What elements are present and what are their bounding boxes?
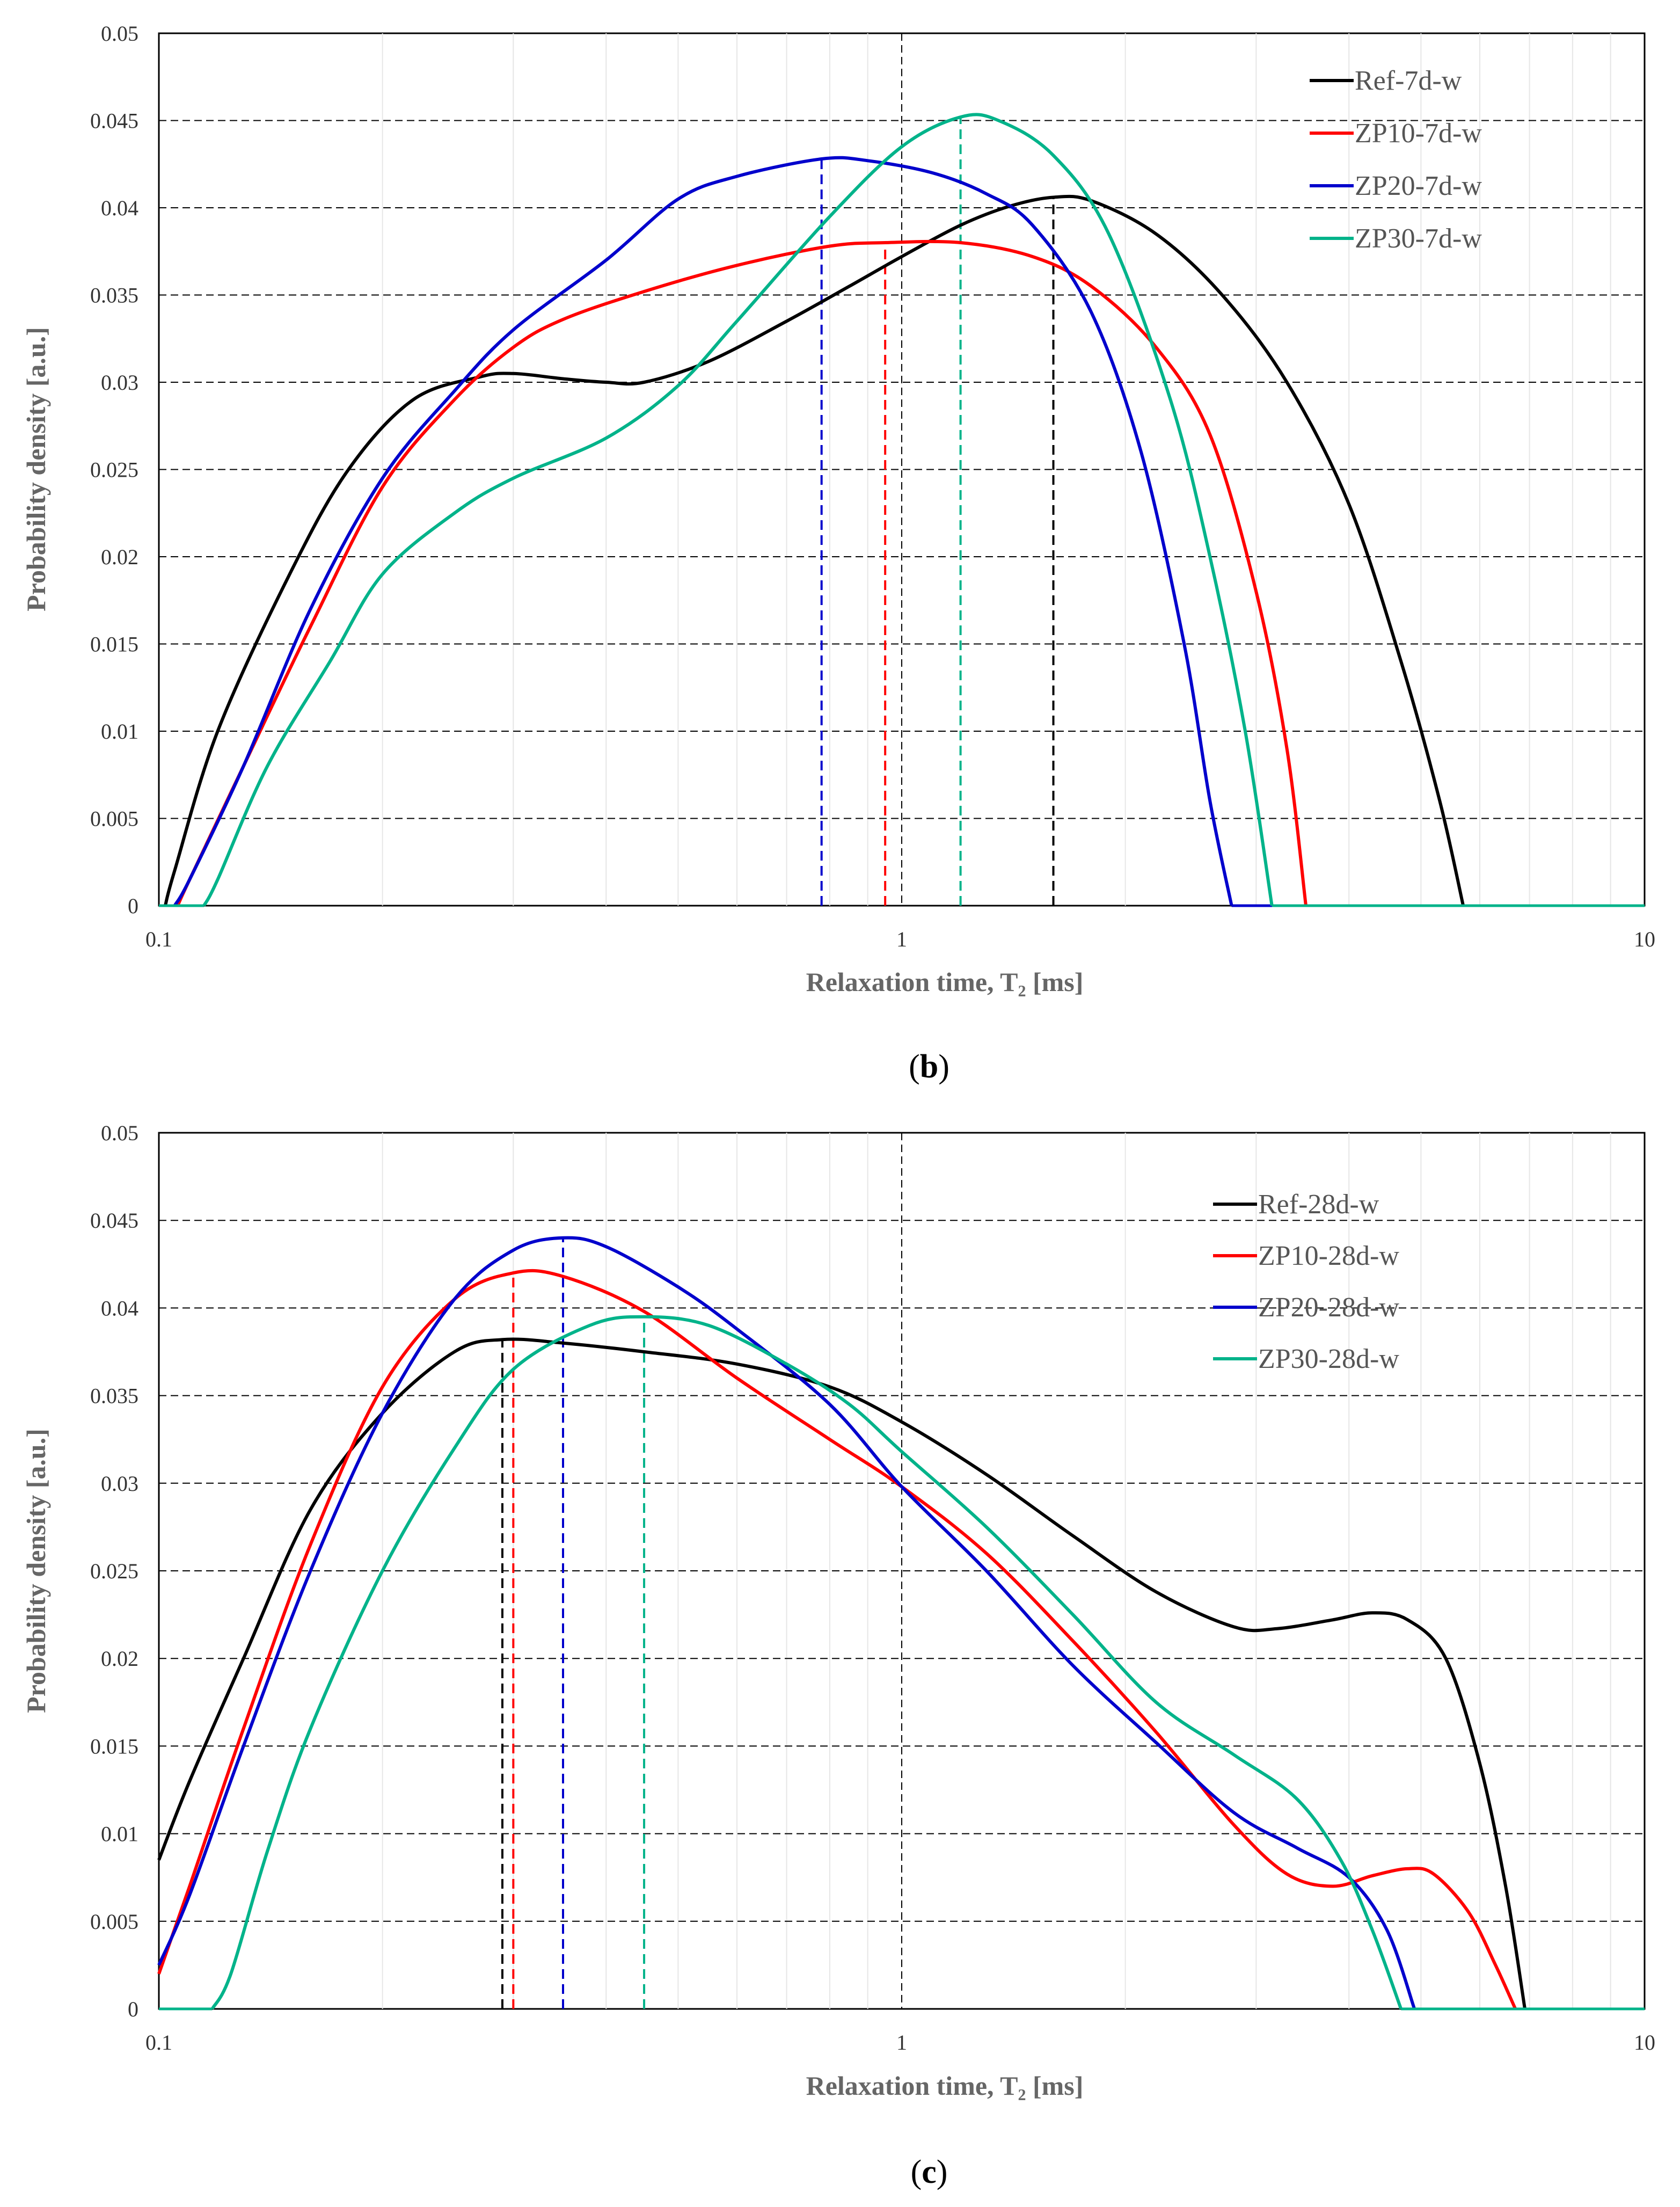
x-tick-labels: 0.1 1 10 bbox=[145, 927, 1655, 951]
panel-label-b: (b) bbox=[909, 1048, 949, 1085]
legend-label: Ref-28d-w bbox=[1258, 1189, 1379, 1220]
series-line-Ref-7d-w bbox=[163, 194, 1465, 906]
series-curves bbox=[157, 1236, 1645, 2011]
y-tick-label: 0.05 bbox=[101, 1121, 138, 1145]
x-axis-label: Relaxation time, T₂ [ms] bbox=[806, 967, 1084, 997]
y-tick-label: 0.045 bbox=[90, 109, 138, 133]
y-tick-label: 0.035 bbox=[90, 1384, 138, 1408]
y-tick-label: 0 bbox=[128, 1997, 138, 2021]
legend: Ref-28d-w ZP10-28d-w ZP20-28d-w ZP30-28d-w bbox=[1213, 1189, 1399, 1374]
y-tick-label: 0.025 bbox=[90, 1559, 138, 1583]
y-axis-label: Probability density [a.u.] bbox=[21, 327, 51, 611]
y-tick-label: 0.005 bbox=[90, 807, 138, 831]
legend-label: ZP20-28d-w bbox=[1258, 1292, 1399, 1323]
x-tick-label: 1 bbox=[896, 2030, 907, 2055]
y-tick-label: 0.025 bbox=[90, 458, 138, 482]
y-tick-label: 0.04 bbox=[101, 196, 138, 220]
x-tick-label: 10 bbox=[1634, 927, 1655, 951]
chart-panel-c: 0 0.005 0.01 0.015 0.02 0.025 0.03 0.035 0.04 0.0… bbox=[21, 1121, 1655, 2190]
legend-label: ZP30-7d-w bbox=[1355, 223, 1482, 254]
series-line-ZP30-7d-w bbox=[202, 113, 1274, 907]
y-tick-label: 0.02 bbox=[101, 545, 138, 569]
legend-label: ZP10-28d-w bbox=[1258, 1241, 1399, 1271]
peak-markers bbox=[501, 1237, 646, 2009]
y-tick-label: 0.005 bbox=[90, 1910, 138, 1934]
y-tick-label: 0.04 bbox=[101, 1296, 138, 1320]
x-axis-label: Relaxation time, T₂ [ms] bbox=[806, 2071, 1084, 2101]
legend: Ref-7d-w ZP10-7d-w ZP20-7d-w ZP30-7d-w bbox=[1310, 65, 1482, 254]
y-tick-label: 0.03 bbox=[101, 370, 138, 395]
series-line-ZP30-28d-w bbox=[210, 1315, 1403, 2010]
series-line-ZP10-7d-w bbox=[176, 239, 1308, 907]
x-tick-label: 1 bbox=[896, 927, 907, 951]
panel-label-c: (c) bbox=[911, 2154, 948, 2190]
x-tick-label: 0.1 bbox=[145, 2030, 172, 2055]
y-tick-label: 0.01 bbox=[101, 719, 138, 744]
series-line-ZP20-28d-w bbox=[157, 1236, 1416, 2009]
chart-panel-b: 0 0.005 0.01 0.015 0.02 0.025 0.03 0.035 0.04 0.0… bbox=[21, 21, 1655, 1085]
y-tick-label: 0.015 bbox=[90, 1734, 138, 1758]
y-tick-label: 0 bbox=[128, 894, 138, 918]
grid bbox=[159, 33, 1645, 906]
series-line-ZP10-28d-w bbox=[157, 1269, 1517, 2010]
y-tick-label: 0.01 bbox=[101, 1822, 138, 1846]
legend-label: ZP20-7d-w bbox=[1355, 171, 1482, 201]
series-line-ZP20-7d-w bbox=[173, 156, 1233, 907]
y-tick-label: 0.02 bbox=[101, 1647, 138, 1671]
y-tick-label: 0.03 bbox=[101, 1472, 138, 1496]
x-tick-labels: 0.1 1 10 bbox=[145, 2030, 1655, 2055]
x-tick-label: 0.1 bbox=[145, 927, 172, 951]
y-tick-labels: 0 0.005 0.01 0.015 0.02 0.025 0.03 0.035 0.04 0.0… bbox=[90, 21, 138, 918]
series-curves bbox=[159, 113, 1645, 907]
y-tick-label: 0.035 bbox=[90, 283, 138, 308]
series-line-Ref-28d-w bbox=[157, 1337, 1526, 2009]
y-tick-label: 0.015 bbox=[90, 632, 138, 657]
peak-markers bbox=[820, 117, 1055, 906]
y-tick-labels: 0 0.005 0.01 0.015 0.02 0.025 0.03 0.035 0.04 0.0… bbox=[90, 1121, 138, 2021]
x-tick-label: 10 bbox=[1634, 2030, 1655, 2055]
y-tick-label: 0.05 bbox=[101, 21, 138, 46]
legend-label: Ref-7d-w bbox=[1355, 65, 1462, 96]
y-axis-label: Probability density [a.u.] bbox=[21, 1429, 51, 1713]
legend-label: ZP10-7d-w bbox=[1355, 118, 1482, 149]
legend-label: ZP30-28d-w bbox=[1258, 1344, 1399, 1374]
y-tick-label: 0.045 bbox=[90, 1208, 138, 1233]
